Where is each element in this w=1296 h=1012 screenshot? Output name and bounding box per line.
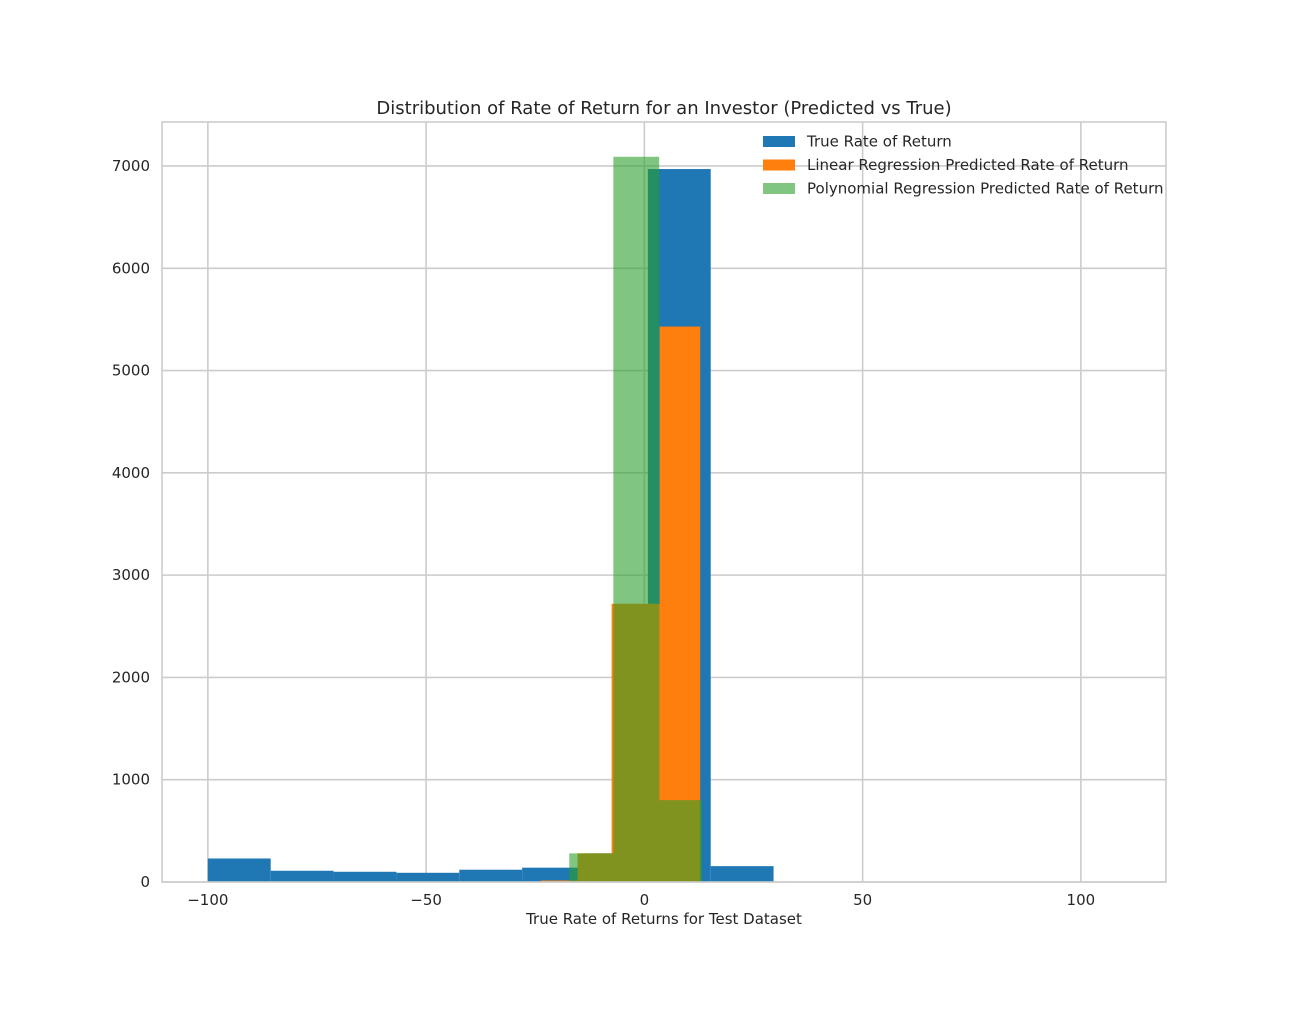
legend-label: True Rate of Return (806, 133, 952, 151)
y-tick-label: 7000 (112, 157, 150, 175)
legend-label: Polynomial Regression Predicted Rate of … (807, 180, 1163, 198)
histogram-bar (459, 869, 523, 882)
histogram-bar (569, 853, 614, 882)
y-tick-label: 2000 (112, 668, 150, 686)
x-tick-label: −100 (187, 891, 228, 909)
frame-layer (161, 121, 1167, 883)
x-axis-title: True Rate of Returns for Test Dataset (525, 910, 802, 928)
legend: True Rate of Return Linear Regression Pre… (763, 133, 1163, 198)
x-tick-label: 0 (640, 891, 650, 909)
x-tick-label: 50 (853, 891, 872, 909)
histogram-bar (333, 871, 397, 882)
y-tick-label: 5000 (112, 362, 150, 380)
histogram-bar (270, 870, 334, 882)
legend-swatch (763, 136, 795, 147)
histogram-bar (207, 858, 271, 882)
plot-frame (161, 121, 1167, 883)
histogram-bar (659, 800, 702, 882)
bars-layer (207, 156, 774, 882)
series-group (569, 156, 702, 882)
legend-swatch (763, 183, 795, 194)
legend-swatch (763, 159, 795, 171)
chart-title: Distribution of Rate of Return for an In… (376, 98, 951, 119)
x-tick-label: 100 (1067, 891, 1096, 909)
y-tick-label: 6000 (112, 259, 150, 277)
x-tick-label: −50 (410, 891, 442, 909)
y-tick-label: 4000 (112, 464, 150, 482)
legend-label: Linear Regression Predicted Rate of Retu… (807, 156, 1129, 174)
ticks-layer: −100 −50 0 50 100010002000300040005000600070… (112, 157, 1095, 909)
y-tick-label: 1000 (112, 771, 150, 789)
histogram-bar (659, 326, 701, 882)
y-tick-label: 0 (140, 873, 150, 891)
y-tick-label: 3000 (112, 566, 150, 584)
histogram-bar (396, 872, 460, 882)
histogram-bar (710, 866, 774, 882)
histogram-bar (613, 156, 660, 882)
